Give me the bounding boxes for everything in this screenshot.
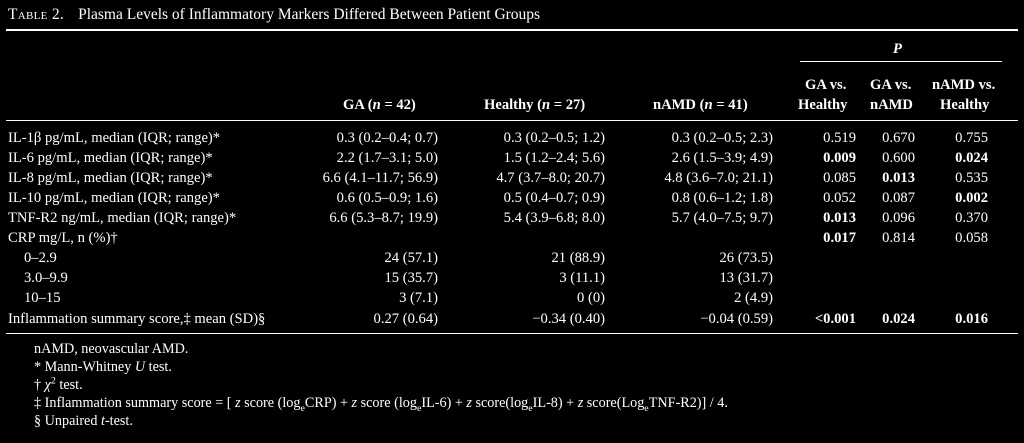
col-header-p-namd-healthy-1: nAMD vs.	[932, 77, 996, 93]
cell-p2: 0.814	[882, 230, 915, 246]
footnote-star: * Mann-Whitney U test.	[34, 359, 172, 375]
table-label: Table 2.	[8, 6, 65, 23]
cell-p2: 0.670	[882, 130, 915, 146]
col-header-ga: GA (n = 42)	[343, 97, 416, 113]
row-label: 0–2.9	[24, 250, 57, 266]
cell-healthy: 0.3 (0.2–0.5; 1.2)	[503, 130, 605, 146]
footnote-abbreviation: nAMD, neovascular AMD.	[34, 341, 189, 357]
col-header-p-ga-namd-1: GA vs.	[870, 77, 912, 93]
cell-p1: 0.009	[823, 150, 856, 166]
cell-healthy: 4.7 (3.7–8.0; 20.7)	[496, 170, 605, 186]
col-header-p-namd-healthy-2: Healthy	[940, 97, 990, 113]
cell-namd: −0.04 (0.59)	[700, 311, 773, 327]
table-title: Plasma Levels of Inflammatory Markers Di…	[78, 6, 541, 23]
cell-ga: 15 (35.7)	[384, 270, 438, 286]
row-label: IL-1β pg/mL, median (IQR; range)*	[8, 130, 221, 146]
cell-ga: 3 (7.1)	[399, 290, 438, 306]
cell-healthy: 0 (0)	[577, 290, 605, 306]
cell-p1: 0.052	[823, 190, 856, 206]
cell-p3: 0.535	[955, 170, 988, 186]
cell-ga: 6.6 (4.1–11.7; 56.9)	[322, 170, 438, 186]
footnote-double-dagger: ‡ Inflammation summary score = [ z score…	[34, 395, 728, 414]
col-header-p-ga-healthy-2: Healthy	[798, 97, 848, 113]
cell-namd: 13 (31.7)	[719, 270, 773, 286]
p-header-rule	[800, 61, 1002, 62]
cell-namd: 5.7 (4.0–7.5; 9.7)	[671, 210, 773, 226]
cell-namd: 2 (4.9)	[734, 290, 773, 306]
cell-p1: 0.085	[823, 170, 856, 186]
cell-healthy: 0.5 (0.4–0.7; 0.9)	[503, 190, 605, 206]
cell-healthy: 1.5 (1.2–2.4; 5.6)	[503, 150, 605, 166]
cell-healthy: 21 (88.9)	[551, 250, 605, 266]
header-rule	[6, 120, 1018, 121]
cell-namd: 0.8 (0.6–1.2; 1.8)	[671, 190, 773, 206]
col-header-healthy: Healthy (n = 27)	[484, 97, 586, 113]
cell-ga: 24 (57.1)	[384, 250, 438, 266]
cell-p2: 0.096	[882, 210, 915, 226]
cell-namd: 26 (73.5)	[719, 250, 773, 266]
cell-namd: 4.8 (3.6–7.0; 21.1)	[664, 170, 773, 186]
p-value-header: P	[893, 41, 902, 57]
row-label: IL-10 pg/mL, median (IQR; range)*	[8, 190, 220, 206]
cell-p1: 0.017	[823, 230, 856, 246]
cell-p3: 0.024	[955, 150, 988, 166]
table-caption: Table 2. Plasma Levels of Inflammatory Ma…	[8, 6, 540, 24]
col-header-p-ga-healthy-1: GA vs.	[805, 77, 847, 93]
row-label: IL-8 pg/mL, median (IQR; range)*	[8, 170, 213, 186]
row-label: 10–15	[24, 290, 61, 306]
row-label: TNF-R2 ng/mL, median (IQR; range)*	[8, 210, 237, 226]
cell-p2: 0.013	[882, 170, 915, 186]
cell-ga: 0.3 (0.2–0.4; 0.7)	[336, 130, 438, 146]
cell-ga: 0.27 (0.64)	[373, 311, 438, 327]
cell-p3: 0.002	[955, 190, 988, 206]
cell-p2: 0.087	[882, 190, 915, 206]
row-label: CRP mg/L, n (%)†	[8, 230, 118, 246]
cell-namd: 0.3 (0.2–0.5; 2.3)	[671, 130, 773, 146]
cell-p1: <0.001	[814, 311, 856, 327]
cell-healthy: −0.34 (0.40)	[532, 311, 605, 327]
cell-ga: 0.6 (0.5–0.9; 1.6)	[336, 190, 438, 206]
cell-p3: 0.058	[955, 230, 988, 246]
cell-healthy: 5.4 (3.9–6.8; 8.0)	[503, 210, 605, 226]
row-label: 3.0–9.9	[24, 270, 68, 286]
cell-p2: 0.600	[882, 150, 915, 166]
cell-p1: 0.519	[823, 130, 856, 146]
col-header-p-ga-namd-2: nAMD	[870, 97, 913, 113]
cell-p3: 0.370	[955, 210, 988, 226]
bottom-rule	[6, 333, 1018, 334]
cell-healthy: 3 (11.1)	[559, 270, 605, 286]
cell-ga: 2.2 (1.7–3.1; 5.0)	[336, 150, 438, 166]
cell-namd: 2.6 (1.5–3.9; 4.9)	[671, 150, 773, 166]
row-label: Inflammation summary score,‡ mean (SD)§	[8, 311, 266, 327]
cell-p2: 0.024	[882, 311, 915, 327]
top-rule	[6, 29, 1018, 31]
cell-ga: 6.6 (5.3–8.7; 19.9)	[329, 210, 438, 226]
col-header-namd: nAMD (n = 41)	[653, 97, 748, 113]
cell-p3: 0.016	[955, 311, 988, 327]
row-label: IL-6 pg/mL, median (IQR; range)*	[8, 150, 213, 166]
footnote-section: § Unpaired t-test.	[34, 413, 133, 429]
footnote-dagger: † χ2 test.	[34, 375, 83, 393]
cell-p1: 0.013	[823, 210, 856, 226]
cell-p3: 0.755	[955, 130, 988, 146]
